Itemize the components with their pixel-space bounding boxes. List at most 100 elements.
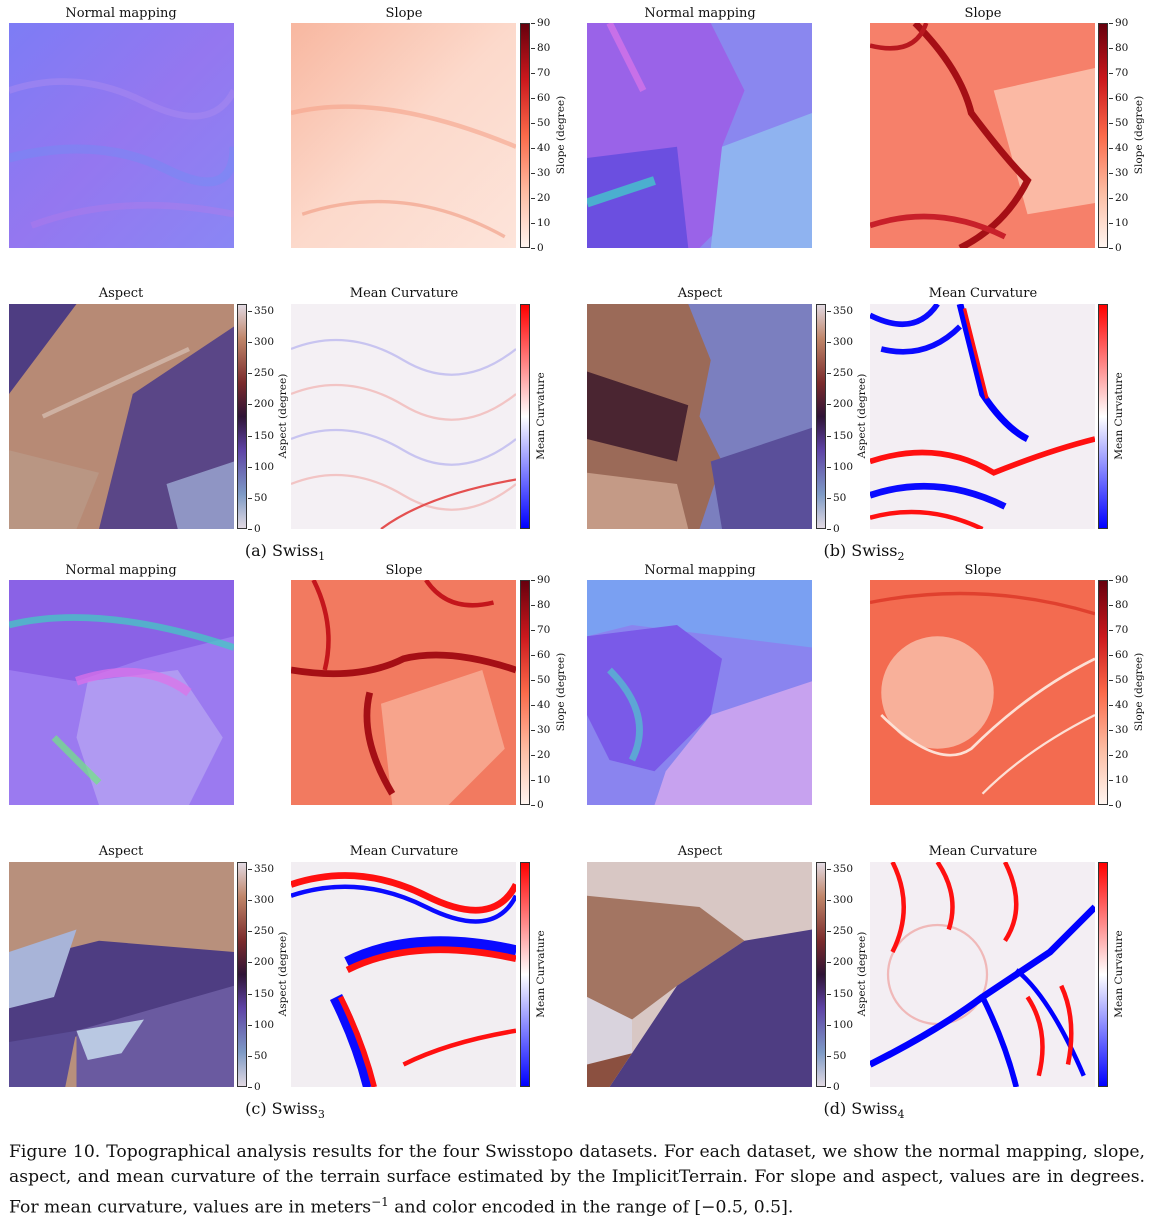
tick: 70 xyxy=(1115,624,1128,636)
panel-title-slope-b: Slope xyxy=(965,6,1002,21)
aspect-colorbar-ticks-c: 350 300 250 200 150 100 50 0 xyxy=(237,862,277,1087)
tick: 70 xyxy=(1115,67,1128,79)
slope-map-image-d xyxy=(870,580,1095,805)
tick: 0 xyxy=(254,523,261,535)
tick: 10 xyxy=(537,217,550,229)
tick: 80 xyxy=(537,42,550,54)
tick: 250 xyxy=(254,367,274,379)
tick: 40 xyxy=(1115,142,1128,154)
tick: 100 xyxy=(254,461,274,473)
curvature-colorbar-c xyxy=(520,862,530,1087)
tick: 50 xyxy=(1115,117,1128,129)
curvature-map-image-a xyxy=(291,304,516,529)
tick: 250 xyxy=(833,925,853,937)
tick: 0 xyxy=(833,1081,840,1093)
tick: 250 xyxy=(833,367,853,379)
slope-colorbar-label-b: Slope (degree) xyxy=(1133,96,1145,174)
panel-title-normal-d: Normal mapping xyxy=(644,563,755,578)
subcaption-c: (c) Swiss3 xyxy=(245,1099,325,1121)
tick: 30 xyxy=(537,167,550,179)
curvature-colorbar-d xyxy=(1098,862,1108,1087)
normal-map-image-c xyxy=(9,580,234,805)
figure-caption: Figure 10. Topographical analysis result… xyxy=(9,1140,1145,1221)
tick: 50 xyxy=(833,1050,846,1062)
tick: 80 xyxy=(1115,42,1128,54)
tick: 40 xyxy=(537,142,550,154)
tick: 50 xyxy=(537,117,550,129)
curvature-colorbar-label-c: Mean Curvature xyxy=(535,930,547,1018)
aspect-colorbar-ticks-d: 350 300 250 200 150 100 50 0 xyxy=(816,862,856,1087)
aspect-colorbar-label-a: Aspect (degree) xyxy=(277,374,289,459)
tick: 0 xyxy=(254,1081,261,1093)
tick: 60 xyxy=(537,92,550,104)
tick: 60 xyxy=(537,649,550,661)
tick: 300 xyxy=(833,336,853,348)
aspect-colorbar-ticks-a: 350 300 250 200 150 100 50 0 xyxy=(237,304,277,529)
subcaption-a: (a) Swiss1 xyxy=(245,541,325,563)
tick: 200 xyxy=(254,956,274,968)
panel-title-normal-a: Normal mapping xyxy=(65,6,176,21)
tick: 90 xyxy=(1115,17,1128,29)
slope-map-image-a xyxy=(291,23,516,248)
curvature-map-image-b xyxy=(870,304,1095,529)
aspect-map-image-b xyxy=(587,304,812,529)
aspect-colorbar-label-d: Aspect (degree) xyxy=(856,932,868,1017)
tick: 150 xyxy=(254,988,274,1000)
tick: 300 xyxy=(254,894,274,906)
tick: 350 xyxy=(833,305,853,317)
slope-colorbar-ticks-a: 90 80 70 60 50 40 30 20 10 0 xyxy=(520,23,560,248)
curvature-colorbar-b xyxy=(1098,304,1108,529)
tick: 50 xyxy=(833,492,846,504)
normal-map-image-a xyxy=(9,23,234,248)
tick: 90 xyxy=(1115,574,1128,586)
aspect-map-image-c xyxy=(9,862,234,1087)
panel-title-curvature-c: Mean Curvature xyxy=(350,844,458,859)
tick: 250 xyxy=(254,925,274,937)
panel-title-slope-a: Slope xyxy=(386,6,423,21)
slope-colorbar-ticks-d: 90 80 70 60 50 40 30 20 10 0 xyxy=(1098,580,1138,805)
tick: 200 xyxy=(833,956,853,968)
tick: 20 xyxy=(537,749,550,761)
tick: 50 xyxy=(254,492,267,504)
tick: 30 xyxy=(537,724,550,736)
panel-title-curvature-d: Mean Curvature xyxy=(929,844,1037,859)
panel-title-slope-d: Slope xyxy=(965,563,1002,578)
tick: 80 xyxy=(537,599,550,611)
panel-title-slope-c: Slope xyxy=(386,563,423,578)
tick: 50 xyxy=(537,674,550,686)
tick: 20 xyxy=(537,192,550,204)
tick: 60 xyxy=(1115,649,1128,661)
tick: 70 xyxy=(537,67,550,79)
tick: 10 xyxy=(1115,774,1128,786)
aspect-map-image-d xyxy=(587,862,812,1087)
tick: 0 xyxy=(833,523,840,535)
tick: 20 xyxy=(1115,749,1128,761)
tick: 350 xyxy=(833,863,853,875)
aspect-colorbar-label-c: Aspect (degree) xyxy=(277,932,289,1017)
tick: 50 xyxy=(1115,674,1128,686)
panel-title-curvature-b: Mean Curvature xyxy=(929,286,1037,301)
tick: 10 xyxy=(537,774,550,786)
subcaption-b: (b) Swiss2 xyxy=(823,541,904,563)
aspect-map-image-a xyxy=(9,304,234,529)
tick: 100 xyxy=(833,461,853,473)
tick: 0 xyxy=(537,242,544,254)
curvature-map-image-c xyxy=(291,862,516,1087)
panel-title-normal-c: Normal mapping xyxy=(65,563,176,578)
curvature-colorbar-label-d: Mean Curvature xyxy=(1113,930,1125,1018)
tick: 80 xyxy=(1115,599,1128,611)
tick: 350 xyxy=(254,305,274,317)
tick: 0 xyxy=(1115,799,1122,811)
tick: 200 xyxy=(833,398,853,410)
tick: 60 xyxy=(1115,92,1128,104)
tick: 350 xyxy=(254,863,274,875)
tick: 100 xyxy=(254,1019,274,1031)
slope-colorbar-label-d: Slope (degree) xyxy=(1133,653,1145,731)
panel-title-normal-b: Normal mapping xyxy=(644,6,755,21)
tick: 70 xyxy=(537,624,550,636)
slope-colorbar-ticks-c: 90 80 70 60 50 40 30 20 10 0 xyxy=(520,580,560,805)
tick: 90 xyxy=(537,17,550,29)
slope-map-image-c xyxy=(291,580,516,805)
curvature-map-image-d xyxy=(870,862,1095,1087)
panel-title-curvature-a: Mean Curvature xyxy=(350,286,458,301)
